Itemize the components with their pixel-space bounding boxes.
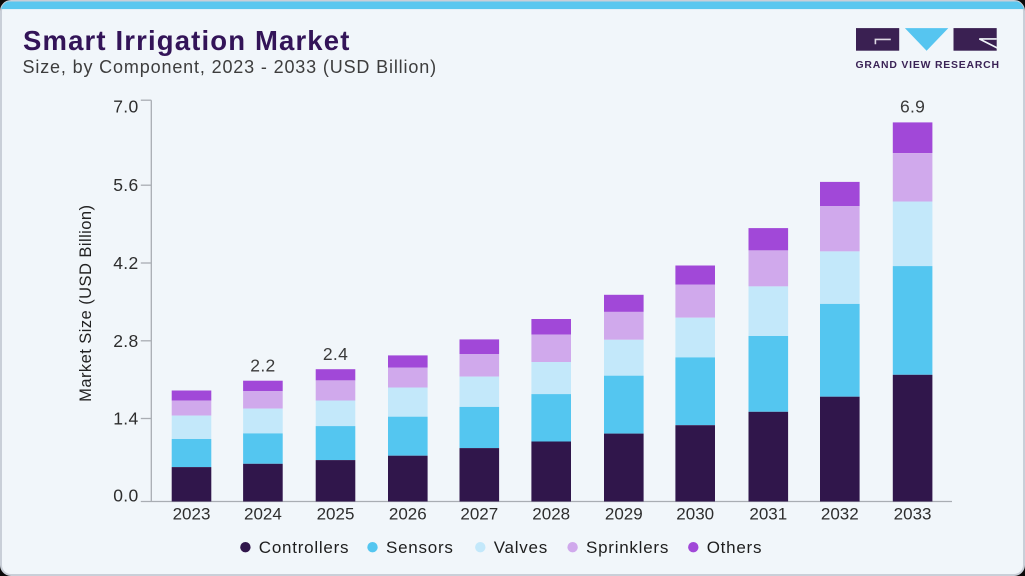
svg-text:2.2: 2.2 — [250, 356, 275, 376]
svg-text:GRAND VIEW RESEARCH: GRAND VIEW RESEARCH — [856, 60, 1000, 71]
svg-text:Smart Irrigation Market: Smart Irrigation Market — [23, 25, 351, 56]
svg-text:2028: 2028 — [532, 505, 570, 524]
svg-text:Size, by Component, 2023 - 203: Size, by Component, 2023 - 2033 (USD Bil… — [23, 57, 437, 77]
svg-text:5.6: 5.6 — [113, 175, 138, 195]
svg-text:2029: 2029 — [605, 505, 643, 524]
svg-text:2023: 2023 — [173, 505, 211, 524]
svg-text:0.0: 0.0 — [113, 486, 138, 506]
svg-text:2033: 2033 — [894, 505, 932, 524]
svg-text:2.4: 2.4 — [323, 344, 348, 364]
svg-text:2032: 2032 — [821, 505, 859, 524]
svg-text:Sprinklers: Sprinklers — [586, 538, 669, 557]
svg-text:2031: 2031 — [749, 505, 787, 524]
svg-text:2026: 2026 — [389, 505, 427, 524]
svg-text:2024: 2024 — [244, 505, 282, 524]
svg-text:1.4: 1.4 — [113, 409, 138, 429]
svg-text:2030: 2030 — [676, 505, 714, 524]
svg-text:Market Size (USD Billion): Market Size (USD Billion) — [77, 205, 95, 402]
svg-text:7.0: 7.0 — [113, 97, 138, 117]
svg-text:Controllers: Controllers — [259, 538, 349, 557]
svg-text:2025: 2025 — [317, 505, 355, 524]
svg-text:2.8: 2.8 — [113, 331, 138, 351]
svg-text:2027: 2027 — [460, 505, 498, 524]
svg-text:6.9: 6.9 — [900, 97, 925, 117]
svg-text:4.2: 4.2 — [113, 253, 138, 273]
svg-text:Valves: Valves — [494, 538, 548, 557]
svg-text:Sensors: Sensors — [386, 538, 454, 557]
svg-text:Others: Others — [707, 538, 763, 557]
